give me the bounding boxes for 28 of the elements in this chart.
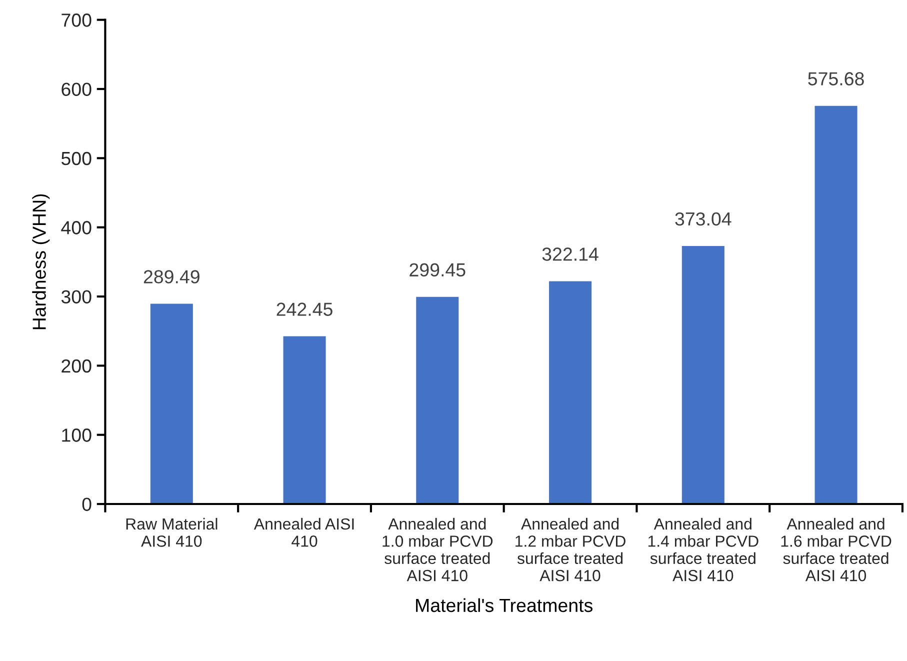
data-label: 289.49 <box>144 270 200 284</box>
x-tick-label: Annealed and 1.6 mbar PCVD surface treated AISI 410 <box>781 518 892 582</box>
bar <box>549 281 592 504</box>
x-tick-label: Annealed AISI 410 <box>254 518 354 547</box>
x-tick-label: Annealed and 1.4 mbar PCVD surface treated AISI 410 <box>648 518 758 582</box>
bar <box>283 336 326 504</box>
y-axis-title: Hardness (VHN) <box>32 194 50 330</box>
y-tick-label: 400 <box>61 221 92 234</box>
x-tick-label: Annealed and 1.0 mbar PCVD surface treated AISI 410 <box>382 518 493 582</box>
bar <box>814 106 858 504</box>
data-label: 322.14 <box>542 248 598 261</box>
bar <box>682 246 724 504</box>
data-label: 373.04 <box>675 212 732 226</box>
y-tick-label: 100 <box>62 428 92 442</box>
x-tick-label: Annealed and 1.2 mbar PCVD surface treated AISI 410 <box>516 518 626 582</box>
bar <box>150 304 193 504</box>
y-tick-label: 200 <box>62 359 92 373</box>
data-label: 299.45 <box>410 263 466 277</box>
data-label: 242.45 <box>276 302 332 316</box>
x-axis-title: Material's Treatments <box>416 598 592 612</box>
y-tick-label: 0 <box>82 498 92 511</box>
y-tick-label: 700 <box>62 14 92 27</box>
y-tick-label: 600 <box>62 82 92 96</box>
y-tick-label: 500 <box>61 152 92 166</box>
y-tick-label: 300 <box>61 290 92 304</box>
data-label: 575.68 <box>808 72 864 86</box>
bar <box>416 296 459 504</box>
x-tick-label: Raw Material AISI 410 <box>126 518 218 547</box>
